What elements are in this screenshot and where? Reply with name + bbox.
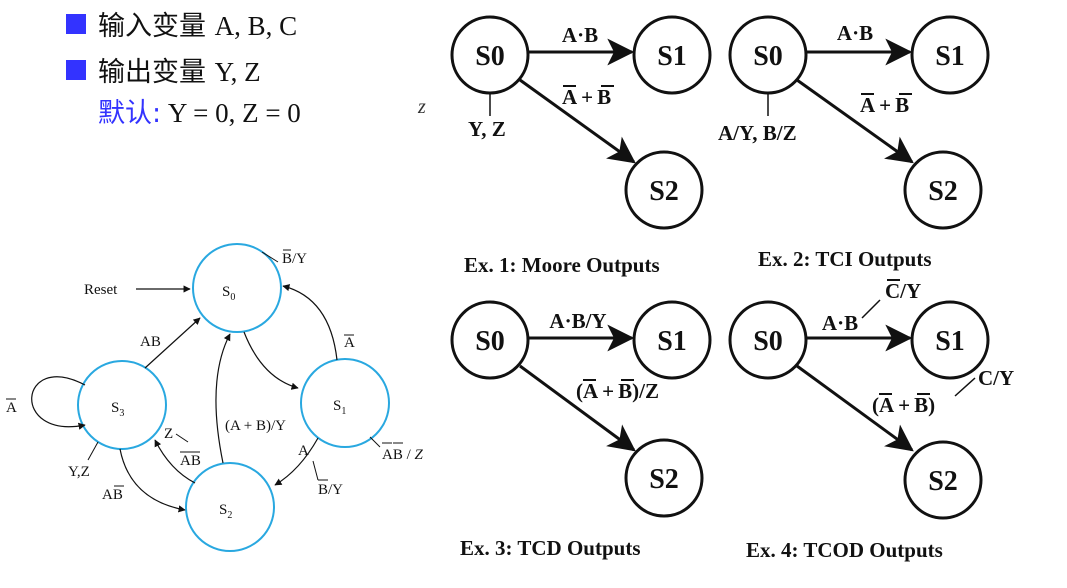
- ex3-label-s2: S2: [649, 464, 679, 495]
- ex3-edge-label-top: A·B/Y: [549, 309, 606, 333]
- edge-s3-s0: [144, 317, 201, 369]
- s3-output-label: Y,Z: [68, 464, 90, 480]
- state-s2-label: S2: [219, 502, 232, 521]
- state-s0: [192, 243, 282, 333]
- example-2-tci: S0 S1 S2 A·B A + B A/Y, B/Z Ex. 2: TCI Out…: [718, 15, 990, 271]
- default-note: 默认: Y = 0, Z = 0: [98, 91, 301, 130]
- ex2-node-s2: [903, 150, 983, 230]
- ex4-label-s2: S2: [928, 466, 958, 497]
- ex3-node-s2: [624, 438, 704, 518]
- stray-glyph: z: [418, 96, 426, 118]
- ex4-top-output-label: C/Y: [885, 279, 921, 303]
- ex3-node-s0: [450, 300, 530, 380]
- edge-s2-s3: [154, 439, 196, 484]
- output-vars-label: 输出变量: [98, 57, 206, 88]
- reset-label: Reset: [84, 282, 118, 298]
- bullet-marker: [66, 60, 86, 80]
- ex3-edge-s0-s2: [519, 364, 636, 452]
- ex4-label-s1: S1: [935, 326, 965, 357]
- input-vars-value: A, B, C: [214, 11, 298, 41]
- label-a-bbar: AB: [102, 487, 123, 503]
- s0-output-tick: [261, 251, 279, 263]
- bullet-marker: [66, 14, 86, 34]
- ex1-label-s2: S2: [649, 176, 679, 207]
- ex1-node-s2: [624, 150, 704, 230]
- ex1-edge-s0-s2: [519, 78, 636, 164]
- example-4-tcod: S0 S1 S2 A·B C/Y (A + B) C/Y Ex. 4: TCOD O…: [728, 279, 1014, 562]
- ex3-label-s0: S0: [475, 326, 505, 357]
- label-bbar-y: B/Y: [318, 482, 343, 498]
- edge-s2-s0: [215, 333, 231, 464]
- default-label: 默认:: [98, 98, 162, 129]
- ex1-label-s0: S0: [475, 41, 505, 72]
- s1-output-label: AB / Z: [382, 447, 424, 463]
- example-1-moore: S0 S1 S2 A·B A + B Y, Z Ex. 1: Moore Outpu…: [450, 15, 712, 277]
- input-vars-label: 输入变量: [98, 11, 206, 42]
- fsm-diagram: S0 S1 S2 S3 Reset B/Y A AB A Y,Z (A + B)…: [6, 243, 424, 552]
- ex4-caption: Ex. 4: TCOD Outputs: [746, 538, 943, 562]
- ex1-caption: Ex. 1: Moore Outputs: [464, 253, 660, 277]
- output-vars-value: Y, Z: [214, 57, 261, 87]
- edge-s1-s0: [282, 284, 338, 361]
- ex2-edge-s0-s2: [796, 78, 914, 164]
- ex4-node-s2: [903, 440, 983, 520]
- ex2-label-s0: S0: [753, 41, 783, 72]
- example-3-tcd: S0 S1 S2 A·B/Y (A + B)/Z Ex. 3: TCD Output…: [450, 300, 712, 560]
- edge-s1-s2: [274, 437, 319, 486]
- ex1-output-label: Y, Z: [468, 117, 506, 141]
- ex1-label-s1: S1: [657, 41, 687, 72]
- ex4-node-s0: [728, 300, 808, 380]
- state-s2: [185, 462, 275, 552]
- output-vars-text: 输出变量 Y, Z: [98, 50, 261, 89]
- edge-s3-s2: [119, 448, 186, 513]
- ex4-diag-output-tick: [954, 377, 976, 397]
- label-a: A: [298, 443, 309, 459]
- label-z: Z: [164, 426, 173, 442]
- label-ab: AB: [140, 334, 161, 350]
- edge-s0-s1: [243, 331, 299, 390]
- input-vars-text: 输入变量 A, B, C: [98, 4, 297, 43]
- ex4-edge-label-top: A·B: [822, 311, 858, 335]
- ex3-edge-label-diag: (A + B)/Z: [576, 379, 659, 403]
- label-abar-top: A: [344, 335, 355, 351]
- ex4-label-s0: S0: [753, 326, 783, 357]
- s3-output-tick: [87, 441, 99, 461]
- ex2-output-label: A/Y, B/Z: [718, 121, 797, 145]
- state-s0-label: S0: [222, 284, 235, 303]
- ex2-label-s1: S1: [935, 41, 965, 72]
- state-s1-label: S1: [333, 398, 346, 417]
- ex2-edge-label-diag: A + B: [860, 93, 909, 117]
- s1-output-tick: [369, 436, 381, 448]
- label-abar-b: AB: [180, 453, 201, 469]
- label-abar-loop: A: [6, 400, 17, 416]
- ex1-edge-label-top: A·B: [562, 23, 598, 47]
- ex1-edge-label-diag: A + B: [562, 85, 611, 109]
- s0-output-label: B/Y: [282, 251, 307, 267]
- default-value: Y = 0, Z = 0: [167, 98, 301, 128]
- ex4-edge-s0-s2: [796, 364, 914, 452]
- ex2-label-s2: S2: [928, 176, 958, 207]
- state-s1: [300, 358, 390, 448]
- label-a-plus-b-y: (A + B)/Y: [225, 418, 286, 434]
- state-s3-label: S3: [111, 400, 124, 419]
- ex2-edge-label-top: A·B: [837, 21, 873, 45]
- ex4-diag-output-label: C/Y: [978, 366, 1014, 390]
- ex4-edge-label-diag: (A + B): [872, 393, 935, 417]
- ex3-label-s1: S1: [657, 326, 687, 357]
- ex2-caption: Ex. 2: TCI Outputs: [758, 247, 932, 271]
- ex3-caption: Ex. 3: TCD Outputs: [460, 536, 641, 560]
- ex4-top-output-tick: [861, 299, 881, 319]
- state-s3: [77, 360, 167, 450]
- s3-self-loop: [31, 376, 86, 430]
